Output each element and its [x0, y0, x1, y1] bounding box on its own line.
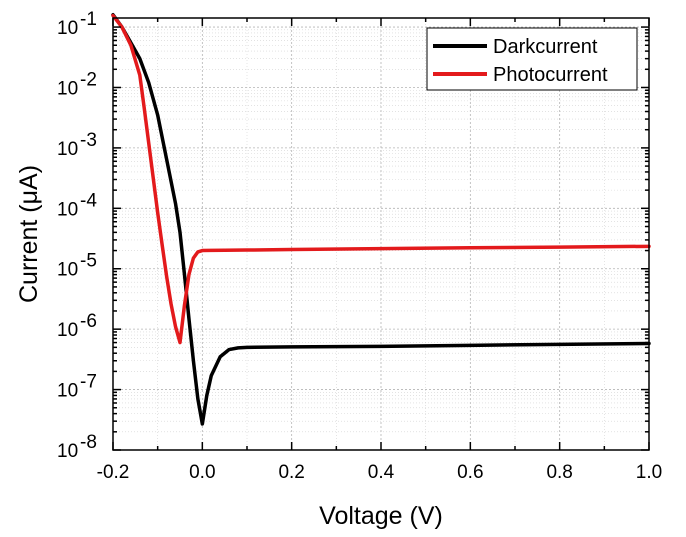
y-tick-label-exponent: -3 [80, 130, 97, 151]
y-tick-label: 10 [57, 381, 78, 402]
y-tick-label: 10 [57, 139, 78, 160]
series-line-photocurrent [111, 13, 651, 345]
y-tick-label-exponent: -2 [80, 69, 97, 90]
y-tick-label-exponent: -1 [80, 9, 97, 30]
y-tick-label: 10 [57, 199, 78, 220]
y-tick-label: 10 [57, 320, 78, 341]
x-tick-label: 0.4 [368, 462, 395, 483]
x-axis-title: Voltage (V) [319, 502, 443, 530]
y-tick-label: 10 [57, 18, 78, 39]
y-tick-label: 10 [57, 441, 78, 462]
legend-box [426, 27, 638, 91]
y-tick-label-exponent: -4 [80, 190, 97, 211]
y-tick-label-exponent: -7 [80, 372, 97, 393]
ticks [112, 18, 650, 451]
y-tick-label-exponent: -8 [80, 432, 97, 453]
x-tick-label: -0.2 [97, 462, 130, 483]
x-tick-label: 0.8 [546, 462, 572, 483]
legend-label-photocurrent: Photocurrent [493, 64, 608, 86]
x-tick-label: 1.0 [636, 462, 662, 483]
y-tick-label: 10 [57, 78, 78, 99]
tick-labels: -0.2 0.0 0.2 0.4 0.6 0.8 1.010-810-710-610-510… [57, 9, 662, 483]
x-tick-label: 0.2 [278, 462, 304, 483]
legend: Darkcurrent Photocurrent [426, 27, 638, 91]
y-tick-label-exponent: -5 [80, 251, 97, 272]
legend-label-darkcurrent: Darkcurrent [493, 36, 598, 58]
y-axis-title: Current (μA) [15, 165, 43, 303]
x-tick-label: 0.6 [457, 462, 483, 483]
series-line-darkcurrent [111, 12, 651, 426]
series-layer [111, 12, 651, 426]
x-tick-label: 0.0 [189, 462, 215, 483]
y-tick-label-exponent: -6 [80, 311, 97, 332]
y-tick-label: 10 [57, 260, 78, 281]
